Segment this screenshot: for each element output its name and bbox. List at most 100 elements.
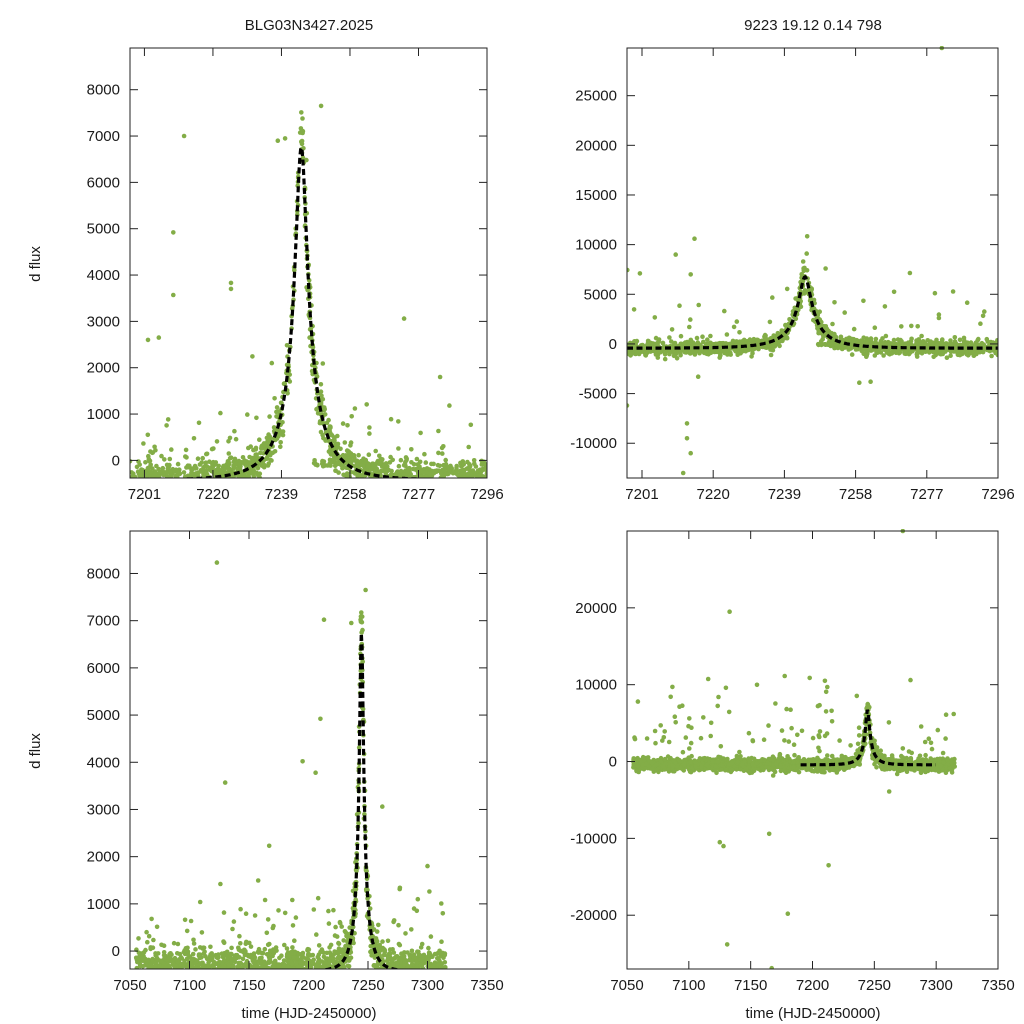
- data-point: [359, 462, 365, 468]
- data-point: [944, 355, 950, 361]
- data-point: [792, 752, 797, 758]
- data-point: [479, 468, 485, 473]
- data-point: [183, 447, 189, 453]
- data-point: [243, 963, 248, 968]
- data-point: [346, 964, 352, 969]
- data-point: [257, 437, 262, 443]
- data-point: [154, 924, 160, 930]
- data-point: [160, 465, 166, 471]
- data-point: [290, 945, 295, 950]
- data-point: [366, 915, 371, 921]
- data-point: [250, 354, 255, 359]
- data-point: [184, 928, 190, 934]
- data-point: [315, 895, 321, 901]
- data-point: [697, 350, 702, 356]
- data-point: [227, 455, 233, 461]
- data-point: [418, 945, 424, 950]
- data-point: [316, 959, 321, 965]
- y-tick-label: 7000: [87, 613, 120, 630]
- data-point: [641, 349, 646, 355]
- data-point: [133, 474, 138, 478]
- data-point: [432, 966, 437, 969]
- data-point: [261, 462, 267, 468]
- y-tick-label: 20000: [575, 137, 617, 154]
- data-point: [750, 350, 755, 356]
- data-point: [244, 462, 250, 467]
- data-point: [232, 428, 237, 434]
- data-point: [466, 444, 472, 450]
- data-point: [407, 953, 413, 958]
- data-point: [468, 422, 474, 428]
- xlabel-bottom-left: time (HJD-2450000): [241, 1005, 376, 1022]
- data-point: [409, 927, 414, 932]
- data-point: [434, 468, 440, 473]
- data-point: [383, 468, 389, 473]
- data-point: [669, 339, 674, 344]
- data-point: [701, 339, 706, 345]
- data-point: [964, 300, 970, 306]
- data-point: [373, 448, 379, 454]
- data-point: [134, 965, 140, 969]
- data-layer: [631, 529, 957, 969]
- data-point: [667, 335, 672, 340]
- data-point: [240, 956, 246, 962]
- data-point: [426, 957, 431, 963]
- data-point: [816, 330, 821, 336]
- data-point: [982, 309, 987, 314]
- data-point: [762, 332, 768, 338]
- data-point: [692, 236, 697, 241]
- data-point: [830, 321, 835, 327]
- data-point: [467, 464, 472, 469]
- data-point: [185, 952, 191, 957]
- data-point: [818, 339, 824, 344]
- data-point: [161, 472, 166, 478]
- data-point: [221, 910, 227, 915]
- data-point: [245, 412, 250, 417]
- data-point: [255, 878, 261, 883]
- data-point: [226, 962, 232, 968]
- data-point: [476, 473, 481, 478]
- data-point: [770, 295, 775, 300]
- data-point: [290, 923, 296, 928]
- data-point: [374, 929, 380, 934]
- data-point: [326, 956, 332, 962]
- data-point: [371, 464, 376, 469]
- data-point: [209, 963, 215, 969]
- data-point: [414, 456, 420, 462]
- data-point: [145, 432, 151, 438]
- data-point: [411, 466, 416, 472]
- data-point: [267, 434, 273, 440]
- data-point: [817, 309, 822, 315]
- data-point: [222, 464, 228, 469]
- y-tick-label: 5000: [87, 707, 120, 724]
- data-point: [677, 303, 682, 309]
- data-point: [181, 133, 187, 139]
- data-point: [300, 116, 305, 121]
- data-point: [262, 965, 267, 969]
- data-point: [465, 471, 471, 477]
- data-point: [213, 960, 218, 966]
- data-point: [934, 337, 939, 343]
- data-point: [954, 342, 959, 347]
- data-point: [238, 464, 243, 469]
- data-point: [396, 446, 401, 451]
- data-point: [267, 414, 272, 419]
- ylabel-top: d flux: [27, 246, 44, 282]
- data-point: [349, 414, 355, 419]
- data-point: [299, 110, 304, 115]
- panel-top-right: 7201 7220 7239 7258 7277 7296-10000-500005000…: [570, 46, 1015, 503]
- y-tick-label: 8000: [87, 82, 120, 99]
- data-point: [274, 405, 280, 410]
- data-point: [321, 950, 326, 955]
- data-point: [688, 272, 693, 277]
- data-point: [473, 464, 479, 469]
- data-point: [299, 138, 305, 144]
- y-tick-label: -10000: [570, 435, 617, 452]
- data-point: [291, 966, 296, 969]
- data-point: [447, 403, 452, 408]
- data-point: [848, 346, 854, 351]
- data-point: [627, 403, 630, 408]
- data-point: [175, 469, 180, 475]
- data-point: [352, 406, 358, 411]
